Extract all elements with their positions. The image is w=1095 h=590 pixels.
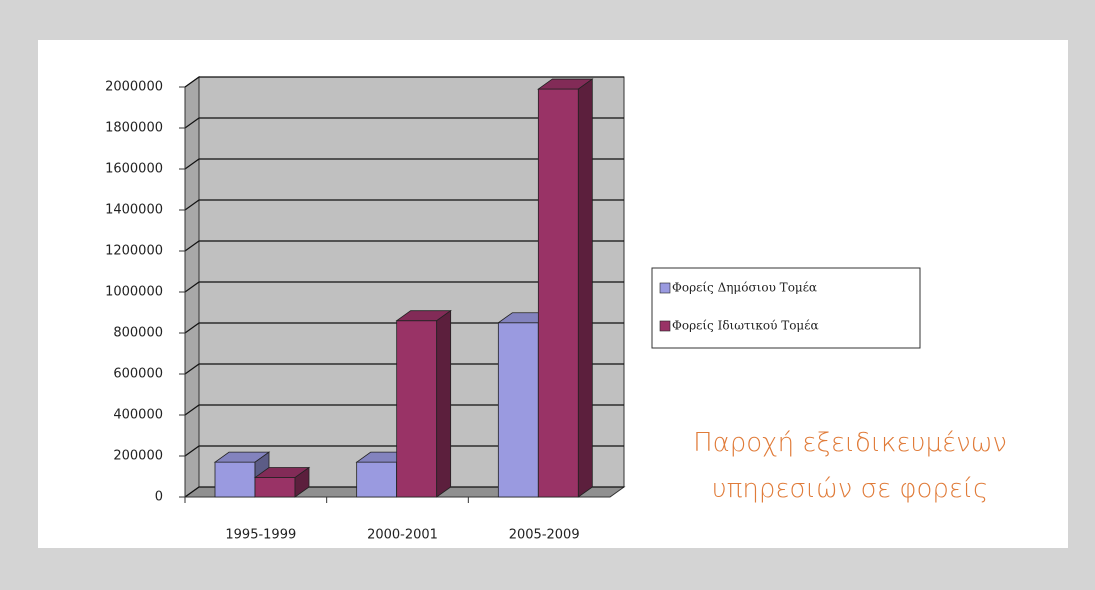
- y-tick-label: 1600000: [105, 162, 163, 177]
- grid-line: [184, 486, 624, 498]
- grid-line: [184, 199, 624, 211]
- legend-label: Φορείς Ιδιωτικού Τομέα: [672, 319, 819, 333]
- chart-title: Παροχή εξειδικευμένων υπηρεσιών σε φορεί…: [693, 428, 1007, 504]
- bar-front: [214, 461, 256, 498]
- x-tick-label: 2005-2009: [509, 528, 580, 543]
- y-tick-label: 1000000: [105, 285, 163, 300]
- bar: [395, 309, 452, 498]
- x-tick-label: 2000-2001: [367, 528, 438, 543]
- y-tick-label: 800000: [113, 326, 163, 341]
- grid-line: [184, 322, 624, 334]
- y-tick-label: 0: [155, 490, 163, 505]
- bar: [253, 466, 311, 498]
- bar-side: [577, 78, 593, 498]
- y-tick-label: 2000000: [105, 80, 163, 95]
- bar-front: [254, 477, 296, 498]
- legend-swatch: [659, 320, 671, 332]
- grid-line: [184, 76, 624, 88]
- y-tick-label: 1800000: [105, 121, 163, 136]
- y-tick-label: 400000: [113, 408, 163, 423]
- bar-front: [537, 88, 579, 498]
- grid-line: [184, 117, 624, 129]
- x-tick-label: 1995-1999: [225, 528, 296, 543]
- grid-line: [184, 158, 624, 170]
- bar-front: [356, 461, 398, 498]
- y-tick-label: 1400000: [105, 203, 163, 218]
- grid-line: [184, 281, 624, 293]
- y-tick-label: 600000: [113, 367, 163, 382]
- legend-label: Φορείς Δημόσιου Τομέα: [672, 281, 817, 295]
- grid-line: [184, 363, 624, 375]
- bar: [537, 78, 594, 498]
- legend-box: [651, 267, 921, 349]
- grid-line: [184, 240, 624, 252]
- bar-side: [294, 466, 310, 498]
- bar-front: [396, 320, 438, 498]
- bar-side: [436, 309, 452, 498]
- grid-line: [184, 404, 624, 416]
- bar-front: [497, 322, 539, 498]
- y-tick-label: 200000: [113, 449, 163, 464]
- y-tick-label: 1200000: [105, 244, 163, 259]
- legend-swatch: [659, 282, 671, 294]
- grid-line: [184, 445, 624, 457]
